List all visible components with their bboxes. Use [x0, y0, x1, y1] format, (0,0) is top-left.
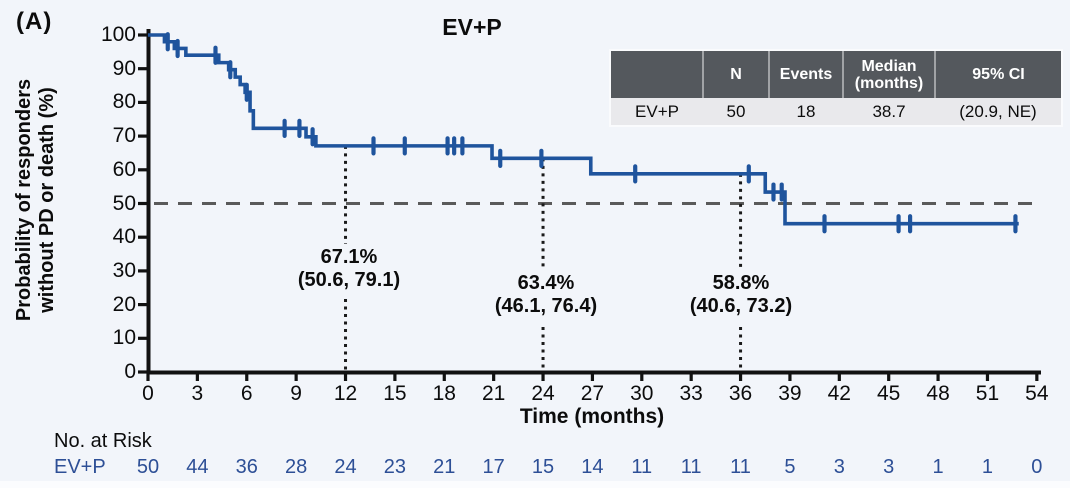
landmark-annotation-36mo: 58.8% (40.6, 73.2): [690, 272, 792, 318]
x-tick-label: 51: [975, 382, 1000, 405]
summary-cell-name: EV+P: [635, 101, 679, 121]
at-risk-value: 44: [186, 456, 209, 478]
y-axis-label-line1: Probability of responders: [13, 78, 35, 322]
x-tick-label: 21: [481, 382, 506, 405]
y-tick-label: 30: [112, 258, 136, 282]
summary-table-data-row: EV+P 50 18 38.7 (20.9, NE): [611, 98, 1061, 125]
x-axis-title: Time (months): [519, 405, 665, 428]
at-risk-value: 23: [383, 456, 407, 478]
x-tick-label: 15: [383, 382, 407, 405]
x-tick-label: 6: [240, 382, 253, 405]
landmark-ci: (40.6, 73.2): [689, 295, 793, 317]
y-tick-label: 100: [100, 23, 136, 46]
panel-label: (A): [16, 8, 53, 35]
summary-header-median-line1: Median: [861, 57, 917, 75]
x-tick-label: 18: [432, 382, 456, 405]
y-tick-label: 20: [112, 292, 136, 316]
x-tick-label: 30: [630, 382, 654, 405]
x-tick-label: 27: [580, 382, 605, 405]
summary-table-header-row: N Events Median (months) 95% CI: [611, 51, 1061, 98]
at-risk-value: 3: [833, 456, 845, 478]
x-tick-label: 9: [290, 382, 302, 405]
at-risk-value: 50: [136, 456, 160, 478]
at-risk-value: 1: [932, 456, 944, 478]
y-axis-label-line2: without PD or death (%): [36, 87, 58, 313]
at-risk-value: 17: [482, 456, 505, 478]
landmark-annotation-24mo: 63.4% (46.1, 76.4): [495, 272, 597, 318]
at-risk-value: 3: [883, 456, 895, 478]
number-at-risk-label: No. at Risk: [54, 430, 152, 452]
y-tick-label: 80: [112, 90, 136, 114]
y-tick-label: 40: [112, 225, 136, 249]
at-risk-value: 1: [981, 456, 994, 478]
at-risk-value: 0: [1031, 456, 1043, 478]
landmark-estimate: 67.1%: [320, 246, 378, 268]
summary-cell-ci: (20.9, NE): [959, 101, 1037, 121]
y-tick-label: 60: [112, 157, 136, 181]
x-tick-label: 45: [877, 382, 901, 405]
summary-cell-n: 50: [726, 101, 746, 121]
at-risk-value: 24: [334, 456, 357, 478]
y-tick-label: 0: [124, 360, 136, 383]
x-tick-label: 12: [333, 382, 358, 405]
landmark-estimate: 58.8%: [712, 272, 770, 294]
y-tick-label: 50: [112, 191, 136, 215]
bottom-strip: [0, 481, 1070, 488]
landmark-ci: (46.1, 76.4): [494, 295, 598, 317]
at-risk-value: 5: [784, 456, 796, 478]
summary-header-median: Median (months): [842, 51, 935, 98]
chart-title: EV+P: [442, 14, 502, 40]
x-tick-label: 33: [679, 382, 703, 405]
landmark-estimate: 63.4%: [517, 272, 575, 294]
summary-header-median-line2: (months): [854, 74, 924, 92]
at-risk-value: 11: [680, 456, 702, 478]
summary-header-ci: 95% CI: [934, 51, 1061, 98]
at-risk-value: 36: [235, 456, 258, 478]
summary-table: N Events Median (months) 95% CI EV+P 50 …: [611, 51, 1061, 125]
at-risk-value: 11: [631, 456, 653, 478]
x-tick-label: 0: [142, 382, 154, 405]
landmark-ci: (50.6, 79.1): [297, 269, 401, 291]
x-tick-label: 3: [191, 382, 204, 405]
y-tick-label: 70: [112, 124, 136, 148]
landmark-annotation-12mo: 67.1% (50.6, 79.1): [298, 246, 400, 292]
summary-cell-events: 18: [796, 101, 816, 121]
y-tick-label: 90: [112, 56, 136, 80]
summary-header-events: Events: [768, 51, 843, 98]
y-tick-label: 10: [112, 326, 136, 350]
at-risk-value: 11: [730, 456, 751, 478]
x-tick-label: 42: [827, 382, 851, 405]
x-tick-label: 39: [778, 382, 802, 405]
at-risk-value: 28: [285, 456, 308, 478]
summary-header-blank: [611, 51, 703, 98]
summary-header-n: N: [702, 51, 769, 98]
summary-cell-median: 38.7: [872, 101, 906, 121]
y-axis-label: Probability of responders without PD or …: [13, 79, 59, 321]
x-tick-label: 36: [728, 382, 753, 405]
at-risk-value: 14: [581, 456, 604, 478]
risk-row-label: EV+P: [54, 456, 106, 478]
at-risk-value: 21: [433, 456, 456, 478]
x-tick-label: 54: [1025, 382, 1049, 405]
x-tick-label: 24: [531, 382, 555, 405]
at-risk-value: 15: [531, 456, 555, 478]
x-tick-label: 48: [926, 382, 950, 405]
